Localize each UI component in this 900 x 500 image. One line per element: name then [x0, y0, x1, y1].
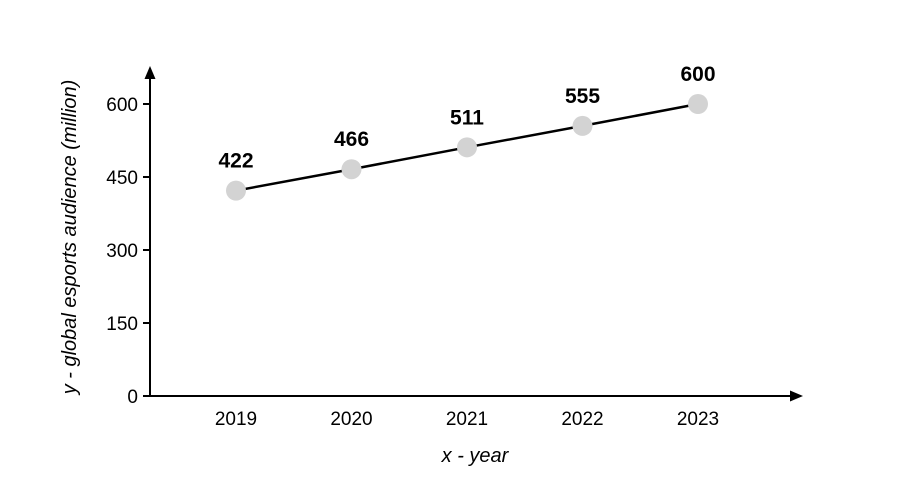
y-ticks: 0 150 300 450 600: [106, 95, 150, 408]
y-tick-label: 450: [106, 168, 138, 189]
x-tick-label: 2022: [561, 409, 603, 430]
y-tick-label: 600: [106, 95, 138, 116]
y-axis-arrowhead: [144, 66, 156, 79]
data-point: [226, 180, 246, 201]
x-tick-label: 2023: [677, 409, 719, 430]
data-label-layer: 422 466 511 555 600: [218, 63, 715, 173]
data-point: [688, 94, 708, 114]
marker-layer: [226, 94, 708, 201]
data-label: 466: [334, 128, 369, 151]
data-label: 422: [218, 150, 253, 173]
x-tick-label: 2021: [446, 409, 488, 430]
y-tick-label: 0: [127, 387, 138, 408]
axes: [144, 66, 803, 402]
data-point: [572, 115, 593, 136]
x-axis-arrowhead: [790, 390, 803, 402]
y-axis-title: y - global esports audience (million): [59, 80, 81, 397]
data-point: [457, 137, 477, 158]
y-tick-label: 150: [106, 314, 138, 335]
y-tick-label: 300: [106, 241, 138, 262]
x-axis-title: x - year: [441, 445, 510, 467]
data-label: 511: [450, 106, 484, 129]
x-ticks: 2019 2020 2021 2022 2023: [215, 409, 719, 430]
data-label: 600: [680, 63, 715, 86]
data-point: [341, 159, 362, 180]
data-label: 555: [565, 85, 600, 108]
x-tick-label: 2020: [330, 409, 372, 430]
x-tick-label: 2019: [215, 409, 257, 430]
